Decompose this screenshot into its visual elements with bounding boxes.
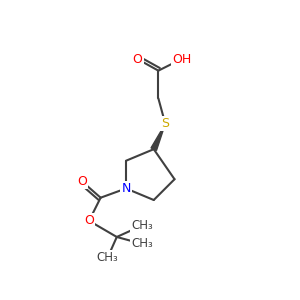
Text: OH: OH xyxy=(172,52,191,66)
Text: CH₃: CH₃ xyxy=(97,251,119,264)
Text: O: O xyxy=(84,214,94,227)
Text: CH₃: CH₃ xyxy=(131,237,153,250)
Text: CH₃: CH₃ xyxy=(131,219,153,232)
Text: N: N xyxy=(121,182,131,195)
Polygon shape xyxy=(151,124,165,150)
Text: O: O xyxy=(77,175,87,188)
Text: S: S xyxy=(161,117,169,130)
Text: O: O xyxy=(133,52,142,66)
